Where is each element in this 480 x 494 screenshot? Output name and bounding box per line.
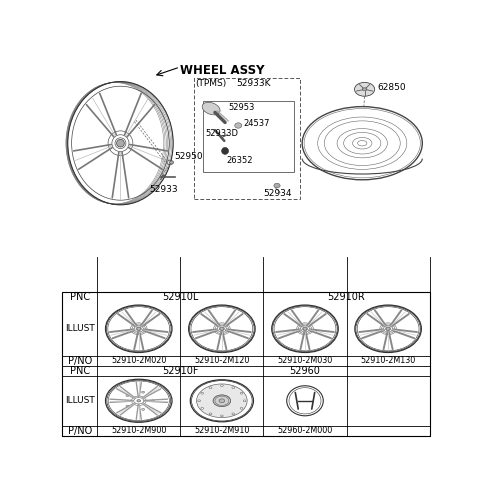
Ellipse shape: [303, 328, 307, 330]
Ellipse shape: [169, 161, 174, 164]
Ellipse shape: [142, 409, 144, 411]
Text: WHEEL ASSY: WHEEL ASSY: [180, 64, 264, 77]
Text: 52933K: 52933K: [237, 80, 271, 88]
Text: 52910-2M900: 52910-2M900: [111, 426, 167, 435]
Ellipse shape: [220, 328, 224, 330]
Text: 52910-2M130: 52910-2M130: [360, 356, 416, 365]
Text: 52934: 52934: [263, 189, 291, 198]
Bar: [204, 101, 294, 172]
Ellipse shape: [209, 413, 212, 415]
Text: PNC: PNC: [70, 292, 90, 302]
Text: 52960: 52960: [289, 366, 321, 376]
Ellipse shape: [213, 395, 230, 407]
Ellipse shape: [201, 392, 204, 394]
Text: 52953: 52953: [228, 103, 254, 112]
Text: P/NO: P/NO: [68, 426, 92, 436]
Ellipse shape: [274, 183, 280, 188]
Ellipse shape: [240, 408, 243, 409]
Text: 52960-2M000: 52960-2M000: [277, 426, 333, 435]
Ellipse shape: [201, 408, 204, 409]
Text: PNC: PNC: [70, 366, 90, 376]
Ellipse shape: [117, 139, 124, 147]
Ellipse shape: [198, 400, 201, 402]
Ellipse shape: [137, 328, 141, 330]
Ellipse shape: [138, 351, 140, 352]
Ellipse shape: [220, 415, 223, 417]
Ellipse shape: [151, 400, 154, 402]
Ellipse shape: [202, 102, 220, 115]
Text: (TPMS): (TPMS): [196, 80, 227, 88]
Text: 52910-2M030: 52910-2M030: [277, 356, 333, 365]
Ellipse shape: [362, 88, 367, 91]
Ellipse shape: [232, 413, 235, 415]
Ellipse shape: [222, 147, 228, 155]
Text: 52910R: 52910R: [328, 292, 365, 302]
Ellipse shape: [243, 400, 246, 402]
Ellipse shape: [197, 384, 247, 417]
Ellipse shape: [138, 421, 140, 422]
Ellipse shape: [221, 351, 223, 352]
Text: 62850: 62850: [377, 82, 406, 91]
Ellipse shape: [235, 123, 242, 128]
Text: 52950: 52950: [175, 152, 204, 161]
Ellipse shape: [209, 387, 212, 389]
Ellipse shape: [137, 400, 141, 402]
Text: 24537: 24537: [243, 120, 269, 128]
Ellipse shape: [386, 328, 390, 330]
Text: 52933D: 52933D: [205, 129, 238, 138]
Ellipse shape: [387, 351, 389, 352]
Ellipse shape: [240, 392, 243, 394]
Text: ILLUST: ILLUST: [65, 324, 95, 333]
Ellipse shape: [220, 385, 223, 386]
Bar: [62, 292, 430, 436]
Text: 52910-2M020: 52910-2M020: [111, 356, 167, 365]
Text: 52910L: 52910L: [162, 292, 199, 302]
Ellipse shape: [126, 405, 129, 407]
Text: P/NO: P/NO: [68, 356, 92, 366]
Text: 52933: 52933: [149, 185, 178, 194]
Bar: [194, 78, 300, 199]
Ellipse shape: [304, 351, 306, 352]
Ellipse shape: [219, 399, 225, 403]
Text: 52910-2M910: 52910-2M910: [194, 426, 250, 435]
Ellipse shape: [232, 387, 235, 389]
Text: ILLUST: ILLUST: [65, 396, 95, 405]
Text: 52910F: 52910F: [162, 366, 199, 376]
Text: 26352: 26352: [227, 156, 253, 165]
Ellipse shape: [142, 391, 144, 393]
Ellipse shape: [355, 82, 375, 96]
Ellipse shape: [126, 395, 129, 396]
Text: 52910-2M120: 52910-2M120: [194, 356, 250, 365]
